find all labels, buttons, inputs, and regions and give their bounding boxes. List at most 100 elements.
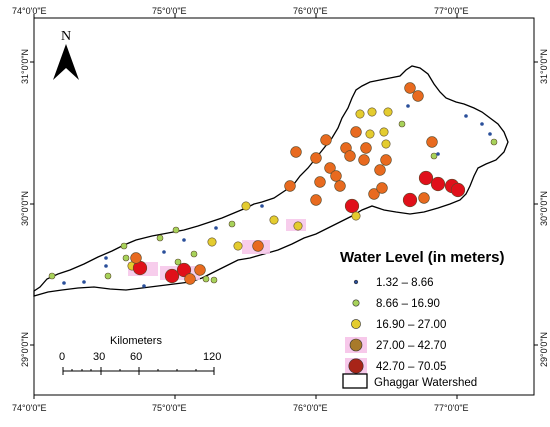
water-level-point — [402, 192, 418, 208]
water-level-point — [156, 234, 164, 242]
water-level-point — [228, 220, 236, 228]
water-level-point — [120, 242, 128, 250]
left-tick-label-31: 31°0'0"N — [20, 49, 30, 84]
water-level-point — [380, 154, 392, 166]
water-level-point — [412, 90, 424, 102]
scale-label-0: 0 — [59, 351, 65, 363]
north-arrow-left-half — [53, 44, 66, 80]
legend-label-class-4: 27.00 – 42.70 — [376, 340, 446, 352]
water-level-point — [381, 139, 391, 149]
legend-label-class-3: 16.90 – 27.00 — [376, 319, 446, 331]
water-level-point — [182, 238, 186, 242]
legend-symbol-class-4 — [349, 338, 363, 352]
scale-bar-ticks — [62, 367, 215, 375]
top-tick-label-74: 74°0'0"E — [12, 6, 47, 16]
water-level-point — [330, 170, 342, 182]
water-level-point — [241, 201, 251, 211]
right-tick-label-31: 31°0'0"N — [539, 49, 549, 84]
water-level-point — [334, 180, 346, 192]
right-tick-label-29: 29°0'0"N — [539, 332, 549, 367]
water-level-point — [367, 107, 377, 117]
water-level-point — [436, 152, 440, 156]
scale-label-60: 60 — [130, 351, 142, 363]
water-level-point — [293, 221, 303, 231]
water-level-point — [290, 146, 302, 158]
legend-symbol-class-3 — [351, 319, 361, 329]
lon-tick-marks — [30, 14, 538, 399]
water-level-point — [488, 132, 492, 136]
water-level-point — [104, 272, 112, 280]
bottom-tick-label-74: 74°0'0"E — [12, 403, 47, 413]
bottom-tick-label-76: 76°0'0"E — [293, 403, 328, 413]
water-level-point — [365, 129, 375, 139]
water-level-point — [48, 272, 56, 280]
water-level-points — [48, 82, 498, 288]
legend: Water Level (in meters) 1.32 – 8.66 8.66 … — [336, 238, 532, 394]
north-label: N — [61, 29, 71, 44]
right-tick-label-30: 30°0'0"N — [539, 191, 549, 226]
water-level-point — [430, 176, 446, 192]
water-level-point — [122, 254, 130, 262]
scale-bar-title: Kilometers — [110, 335, 162, 347]
water-level-point — [164, 268, 180, 284]
scale-label-120: 120 — [203, 351, 221, 363]
north-arrow-right-half — [66, 44, 79, 80]
water-level-point — [104, 256, 108, 260]
scale-label-30: 30 — [93, 351, 105, 363]
water-level-point — [344, 150, 356, 162]
water-level-point — [480, 122, 484, 126]
bottom-tick-label-75: 75°0'0"E — [152, 403, 187, 413]
water-level-point — [233, 241, 243, 251]
water-level-point — [430, 152, 438, 160]
water-level-point — [310, 194, 322, 206]
top-tick-label-76: 76°0'0"E — [293, 6, 328, 16]
water-level-point — [252, 240, 264, 252]
top-tick-label-75: 75°0'0"E — [152, 6, 187, 16]
legend-title: Water Level (in meters) — [340, 249, 505, 266]
water-level-point — [418, 192, 430, 204]
water-level-point — [214, 226, 218, 230]
water-level-point — [406, 104, 410, 108]
water-level-point — [418, 170, 434, 186]
water-level-point — [320, 134, 332, 146]
water-level-point — [260, 204, 264, 208]
legend-symbol-class-1 — [353, 279, 359, 285]
water-level-point — [351, 211, 361, 221]
left-tick-label-30: 30°0'0"N — [20, 191, 30, 226]
bottom-tick-label-77: 77°0'0"E — [434, 403, 469, 413]
water-level-point — [104, 264, 108, 268]
water-level-point — [368, 188, 380, 200]
water-level-point — [172, 226, 180, 234]
water-level-point — [450, 182, 466, 198]
water-level-point — [350, 126, 362, 138]
water-level-point — [324, 162, 336, 174]
water-level-point — [130, 252, 142, 264]
water-level-point — [344, 198, 360, 214]
water-level-point — [490, 138, 498, 146]
water-level-point — [142, 284, 146, 288]
legend-symbol-class-5 — [348, 358, 364, 374]
water-level-point — [360, 142, 372, 154]
water-level-point — [314, 176, 326, 188]
legend-watershed-swatch — [342, 373, 368, 389]
water-level-point — [376, 182, 388, 194]
water-level-point — [174, 258, 182, 266]
north-arrow: N — [53, 29, 79, 80]
water-level-point — [194, 264, 206, 276]
left-tick-label-29: 29°0'0"N — [20, 332, 30, 367]
water-level-point — [284, 180, 296, 192]
legend-background — [336, 238, 532, 394]
water-level-point — [210, 276, 218, 284]
water-level-point — [184, 273, 196, 285]
legend-label-class-5: 42.70 – 70.05 — [376, 361, 446, 373]
water-level-point — [404, 82, 416, 94]
water-level-point — [398, 120, 406, 128]
top-tick-label-77: 77°0'0"E — [434, 6, 469, 16]
water-level-point — [383, 107, 393, 117]
water-level-point — [426, 136, 438, 148]
water-level-point — [190, 250, 198, 258]
water-level-point — [374, 164, 386, 176]
water-level-point — [355, 109, 365, 119]
water-level-point — [379, 127, 389, 137]
